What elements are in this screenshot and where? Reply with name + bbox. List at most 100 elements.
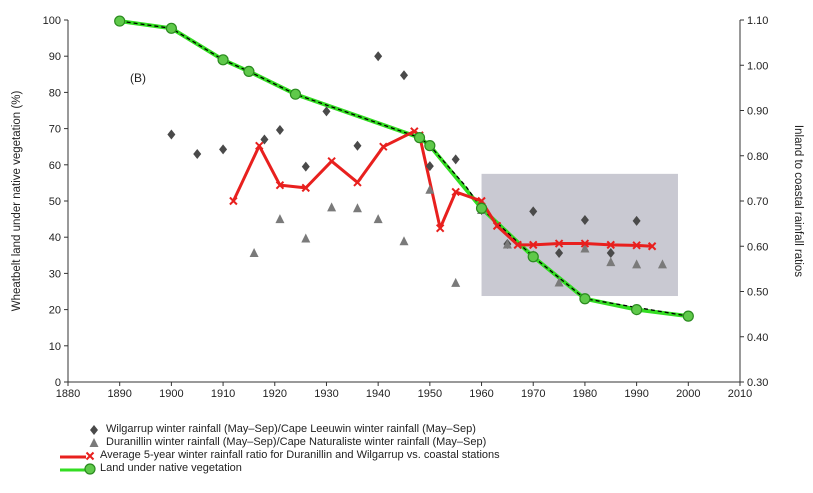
right-y-tick-label: 0.70 (747, 196, 768, 208)
x-marker-stroke (513, 240, 522, 250)
wilgarrup-ratio-point (451, 154, 460, 165)
average-ratio-point (554, 239, 564, 248)
native-vegetation-point (217, 54, 229, 66)
wilgarrup-ratio-point (275, 124, 284, 135)
x-marker-stroke (529, 240, 538, 250)
duranillin-ratio-point (425, 184, 435, 194)
wilgarrup-ratio-point (374, 51, 383, 62)
x-marker-stroke (647, 242, 657, 251)
native-vegetation-point (579, 293, 591, 305)
native-vegetation-point (424, 140, 436, 152)
x-tick-label: 1900 (159, 388, 183, 400)
right-axis-label: Inland to coastal rainfall ratios (792, 125, 804, 277)
x-tick-label: 2010 (728, 388, 752, 400)
legend-label: Wilgarrup winter rainfall (May–Sep)/Cape… (106, 423, 476, 435)
average-ratio-point (580, 239, 590, 248)
vegetation-trend-dashed-line (119, 20, 689, 317)
average-ratio-point (301, 183, 310, 193)
left-y-tick-label: 40 (49, 232, 61, 244)
left-y-tick-label: 80 (49, 87, 61, 99)
left-y-tick-label: 0 (55, 377, 61, 389)
x-marker-stroke (85, 451, 95, 461)
wilgarrup-ratio-point (400, 70, 408, 81)
left-y-tick-label: 30 (49, 268, 61, 280)
duranillin-ratio-point (352, 203, 362, 213)
wilgarrup-ratio-point (260, 134, 269, 145)
right-y-tick-label: 0.30 (747, 377, 768, 389)
average-ratio-point (379, 142, 388, 151)
legend-swatch (90, 425, 98, 435)
axes-layer (64, 19, 744, 386)
right-y-tick-label: 1.00 (747, 60, 768, 72)
duranillin-ratio-point (451, 277, 461, 287)
x-tick-label: 1980 (573, 388, 597, 400)
left-y-tick-label: 50 (49, 196, 61, 208)
average-ratio-point (435, 223, 445, 233)
duranillin-ratio-point (580, 243, 590, 253)
native-vegetation-point (289, 88, 302, 100)
average-ratio-point (647, 242, 657, 251)
legend-x-icon (85, 451, 95, 461)
left-y-tick-label: 60 (49, 160, 61, 172)
right-y-tick-label: 0.80 (747, 151, 768, 163)
x-marker-stroke (410, 127, 419, 136)
duranillin-ratio-point (399, 236, 409, 246)
average-ratio-line (232, 129, 653, 248)
x-tick-label: 1990 (624, 388, 648, 400)
x-marker-stroke (580, 239, 590, 248)
legend-swatch (60, 463, 96, 475)
wilgarrup-ratio-point (301, 161, 310, 172)
average-ratio-point (255, 141, 264, 151)
average-ratio-point (632, 241, 641, 250)
wilgarrup-ratio-point (632, 215, 641, 226)
right-y-tick-label: 0.90 (747, 106, 768, 118)
x-marker-stroke (353, 178, 362, 187)
x-marker-stroke (275, 180, 285, 190)
legend-circle-icon (84, 463, 96, 475)
x-tick-label: 1940 (366, 388, 390, 400)
duranillin-ratio-point (301, 233, 311, 243)
x-tick-label: 1960 (469, 388, 493, 400)
native-vegetation-point (243, 65, 255, 78)
x-marker-stroke (435, 223, 445, 233)
left-axis-label: Wheatbelt land under native vegetation (… (11, 91, 23, 312)
left-y-tick-label: 90 (49, 51, 61, 63)
right-y-tick-label: 1.10 (747, 15, 768, 27)
duranillin-ratio-point (275, 214, 285, 224)
wilgarrup-ratio-point (555, 248, 564, 259)
wilgarrup-ratio-point (193, 148, 202, 159)
native-vegetation-point (165, 22, 177, 34)
legend-diamond-icon (90, 425, 98, 435)
x-marker-stroke (451, 187, 460, 197)
x-marker-stroke (554, 239, 564, 248)
x-tick-label: 1880 (56, 388, 80, 400)
x-marker-stroke (327, 156, 336, 166)
wilgarrup-ratio-point (425, 161, 434, 172)
duranillin-ratio-point (502, 239, 512, 249)
average-ratio-point (451, 187, 460, 197)
x-marker-stroke (632, 241, 641, 250)
average-ratio-point (229, 196, 238, 206)
duranillin-ratio-point (554, 277, 564, 287)
x-marker-stroke (492, 221, 502, 231)
wilgarrup-ratio-point (606, 248, 615, 259)
duranillin-ratio-point (249, 248, 259, 258)
average-ratio-point (492, 221, 502, 231)
x-tick-label: 1890 (107, 388, 131, 400)
x-marker-stroke (229, 196, 238, 206)
legend-triangle-icon (89, 438, 99, 447)
duranillin-ratio-point (606, 257, 616, 267)
average-ratio-point (513, 240, 522, 250)
x-marker-stroke (379, 142, 388, 151)
shaded-region-layer (481, 173, 678, 297)
native-vegetation-point (631, 304, 643, 316)
x-marker-stroke (255, 141, 264, 151)
left-y-tick-label: 20 (49, 305, 61, 317)
wilgarrup-ratio-point (167, 129, 176, 140)
native-vegetation-point (527, 251, 539, 263)
label-layer: 1880 1890 1900 1910 1920 1930 1940 1950 1960 1970… (11, 15, 804, 400)
shaded-region (481, 173, 678, 297)
left-y-tick-label: 10 (49, 341, 61, 353)
average-ratio-point (275, 180, 285, 190)
